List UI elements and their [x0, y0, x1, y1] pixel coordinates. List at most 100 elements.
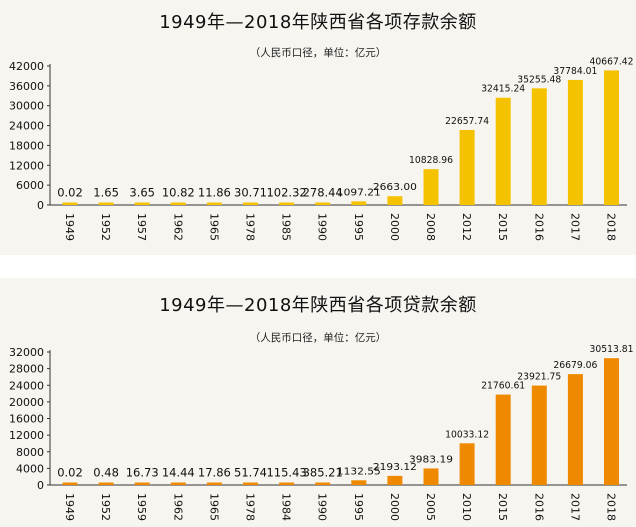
- bar-value-label: 51.74: [234, 466, 267, 480]
- bar: [279, 482, 295, 485]
- x-tick-label: 1952: [99, 493, 112, 521]
- bar-value-label: 0.02: [57, 466, 83, 480]
- bar: [567, 374, 583, 485]
- deposit-bar-chart: 0 6000 12000 18000 24000 30000 36000 42000 0.02 1…: [9, 56, 634, 241]
- bar: [206, 482, 222, 485]
- bar-value-label: 32415.24: [481, 84, 525, 95]
- x-tick-label: 1990: [316, 213, 329, 241]
- bar-value-label: 26679.06: [553, 360, 597, 371]
- deposit-chart-panel: 1949年—2018年陕西省各项存款余额 （人民币口径，单位：亿元） 0 6000…: [0, 0, 636, 255]
- bar: [387, 475, 403, 485]
- x-tick-label: 2016: [532, 213, 545, 241]
- x-tick-label: 1985: [280, 213, 293, 241]
- y-tick-label: 4000: [16, 462, 44, 475]
- x-tick-label: 1965: [207, 493, 220, 521]
- bar: [604, 358, 619, 485]
- bar-value-label: 1132.55: [337, 466, 381, 477]
- x-tick-label: 1952: [99, 213, 112, 241]
- x-tick-label: 2015: [496, 493, 509, 521]
- deposit-chart-subtitle: （人民币口径，单位：亿元）: [249, 47, 387, 59]
- x-tick-label: 2016: [532, 493, 545, 521]
- bar-value-label: 10.82: [162, 186, 195, 200]
- y-tick-label: 32000: [9, 346, 44, 359]
- y-tick-label: 36000: [9, 80, 44, 93]
- bar-value-label: 102.32: [266, 186, 306, 200]
- bar: [423, 169, 439, 205]
- loan-chart-subtitle: （人民币口径，单位：亿元）: [249, 332, 387, 344]
- bar-value-label: 16.73: [126, 466, 159, 480]
- bar: [206, 202, 222, 205]
- bar-value-label: 22657.74: [445, 116, 489, 127]
- bar: [279, 202, 295, 205]
- bar-value-label: 3983.19: [409, 454, 453, 465]
- y-tick-label: 12000: [9, 159, 44, 172]
- x-tick-label: 1995: [352, 493, 365, 521]
- y-tick-label: 28000: [9, 363, 44, 376]
- bar: [459, 443, 475, 485]
- x-tick-label: 1990: [316, 493, 329, 521]
- x-tick-label: 2005: [424, 493, 437, 521]
- bar: [62, 482, 78, 485]
- x-tick-label: 2000: [388, 493, 401, 521]
- bar: [98, 482, 114, 485]
- bar-value-label: 21760.61: [481, 381, 525, 392]
- loan-chart-panel: 1949年—2018年陕西省各项贷款余额 （人民币口径，单位：亿元） 0 4000…: [0, 278, 636, 527]
- bar: [531, 385, 547, 485]
- bar: [531, 88, 547, 205]
- y-tick-label: 42000: [9, 60, 44, 73]
- y-tick-label: 18000: [9, 139, 44, 152]
- x-tick-label: 1978: [244, 213, 257, 241]
- loan-chart-title: 1949年—2018年陕西省各项贷款余额: [159, 295, 477, 316]
- bar: [243, 202, 258, 205]
- x-tick-label: 1957: [135, 213, 148, 241]
- bar-value-label: 385.21: [303, 466, 343, 480]
- y-tick-label: 6000: [16, 179, 44, 192]
- bar: [98, 202, 114, 205]
- x-tick-label: 2018: [605, 493, 618, 521]
- y-tick-label: 0: [37, 199, 44, 212]
- bar-value-label: 10828.96: [409, 155, 453, 166]
- bar: [351, 480, 367, 485]
- bar-value-label: 37784.01: [553, 66, 597, 77]
- bar: [243, 482, 258, 485]
- y-tick-label: 0: [37, 479, 44, 492]
- x-tick-label: 1962: [171, 493, 184, 521]
- bar-value-label: 115.43: [266, 466, 306, 480]
- bar-value-label: 14.44: [162, 466, 195, 480]
- bar-value-label: 23921.75: [517, 372, 561, 383]
- x-tick-label: 1965: [207, 213, 220, 241]
- bar: [495, 394, 511, 485]
- x-tick-label: 2010: [460, 493, 473, 521]
- loan-bar-chart: 0 4000 8000 12000 16000 20000 24000 28000 32000 0…: [9, 344, 634, 521]
- bar: [134, 202, 150, 205]
- bar-value-label: 278.44: [303, 186, 343, 200]
- bar: [170, 482, 186, 485]
- bar-value-label: 2663.00: [373, 182, 417, 193]
- bar-value-label: 30513.81: [590, 344, 634, 355]
- x-tick-label: 1978: [244, 493, 257, 521]
- bar: [134, 482, 150, 485]
- x-tick-label: 2015: [496, 213, 509, 241]
- bar-value-label: 3.65: [129, 186, 155, 200]
- bar-value-label: 17.86: [198, 466, 231, 480]
- bar: [423, 468, 439, 485]
- bar-value-label: 1.65: [93, 186, 119, 200]
- bar: [604, 70, 619, 205]
- x-tick-label: 2008: [424, 213, 437, 241]
- bar-value-label: 10033.12: [445, 429, 489, 440]
- x-tick-label: 1984: [280, 493, 293, 521]
- x-tick-label: 2018: [605, 213, 618, 241]
- bar-value-label: 40667.42: [590, 56, 634, 67]
- panel-separator: [0, 255, 636, 278]
- x-tick-label: 2017: [568, 493, 581, 521]
- bar: [351, 201, 367, 205]
- bar: [387, 196, 403, 205]
- x-tick-label: 1949: [63, 213, 76, 241]
- bar-value-label: 11.86: [198, 186, 231, 200]
- bar: [459, 130, 475, 205]
- bar: [315, 202, 331, 205]
- y-tick-label: 24000: [9, 120, 44, 133]
- bar-value-label: 1097.21: [337, 187, 381, 198]
- bar-value-label: 0.02: [57, 186, 83, 200]
- y-tick-label: 30000: [9, 100, 44, 113]
